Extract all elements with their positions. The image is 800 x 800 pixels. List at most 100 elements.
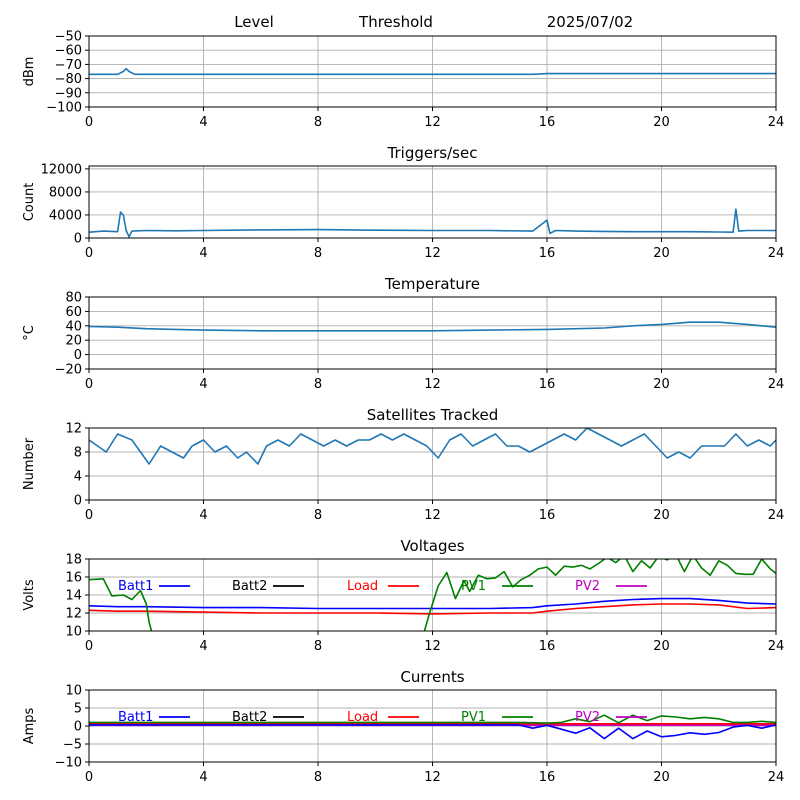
currents-xtick-label: 24 [768, 770, 785, 785]
triggers-xtick-label: 20 [653, 246, 670, 261]
date-label: 2025/07/02 [547, 13, 633, 31]
currents-series-line-3 [89, 724, 776, 740]
temperature-ytick-label: 80 [65, 291, 82, 306]
level-xtick-label: 0 [85, 115, 93, 130]
temperature-ytick-label: 60 [65, 305, 82, 320]
currents-legend-label-batt1: Batt1 [118, 710, 153, 725]
voltages-ytick-label: 16 [65, 571, 82, 586]
satellites-series-line-0 [89, 428, 776, 465]
voltages-title: Voltages [400, 537, 464, 555]
voltages-xtick-label: 8 [314, 639, 322, 654]
triggers-ytick-label: 12000 [41, 162, 82, 177]
voltages-xtick-label: 24 [768, 639, 785, 654]
voltages-xtick-label: 16 [539, 639, 556, 654]
satellites-ytick-label: 0 [74, 494, 82, 509]
temperature-xtick-label: 8 [314, 377, 322, 392]
currents-xtick-label: 20 [653, 770, 670, 785]
currents-xtick-label: 16 [539, 770, 556, 785]
voltages-legend-label-pv1: PV1 [461, 579, 486, 594]
triggers-xtick-label: 24 [768, 246, 785, 261]
currents-xtick-label: 4 [199, 770, 207, 785]
temperature-xtick-label: 20 [653, 377, 670, 392]
voltages-xtick-label: 20 [653, 639, 670, 654]
triggers-title: Triggers/sec [387, 144, 478, 162]
satellites-xtick-label: 0 [85, 508, 93, 523]
level-ytick-label: −90 [55, 86, 82, 101]
temperature-ytick-label: 20 [65, 334, 82, 349]
panel-satellites: 0 4 8 12 16 20 24 0 4 8 12 Number Satellites Tracked [22, 406, 784, 523]
triggers-xtick-label: 16 [539, 246, 556, 261]
level-xtick-label: 8 [314, 115, 322, 130]
triggers-xtick-label: 12 [424, 246, 441, 261]
panel-level: 0 4 8 12 16 20 24 −100−90−80−70−60−50 dBm [22, 30, 784, 131]
level-xtick-label: 20 [653, 115, 670, 130]
level-ytick-label: −100 [46, 101, 82, 116]
level-ytick-label: −60 [55, 44, 82, 59]
currents-ytick-label: 10 [65, 684, 82, 699]
voltages-xtick-label: 4 [199, 639, 207, 654]
currents-ytick-label: −10 [55, 756, 82, 771]
currents-xtick-label: 0 [85, 770, 93, 785]
voltages-ytick-label: 10 [65, 625, 82, 640]
voltages-legend-label-batt1: Batt1 [118, 579, 153, 594]
level-ytick-label: −70 [55, 58, 82, 73]
voltages-series-line-1 [89, 603, 776, 615]
temperature-xtick-label: 12 [424, 377, 441, 392]
voltages-legend-label-pv2: PV2 [575, 579, 600, 594]
voltages-series-line-2 [89, 577, 153, 631]
panel-voltages: 0 4 8 12 16 20 24 10 12 14 16 18 Volts Voltages Batt1 B… [22, 537, 784, 654]
currents-ytick-label: 5 [74, 702, 82, 717]
satellites-ylabel: Number [22, 437, 37, 490]
temperature-xtick-label: 0 [85, 377, 93, 392]
currents-legend-label-pv2: PV2 [575, 710, 600, 725]
triggers-ylabel: Count [22, 183, 37, 222]
currents-ylabel: Amps [22, 707, 37, 744]
satellites-xtick-label: 16 [539, 508, 556, 523]
panel-triggers: 0 4 8 12 16 20 24 0 4000 8000 12000 Count Triggers/s… [22, 144, 784, 261]
satellites-title: Satellites Tracked [367, 406, 498, 424]
satellites-xtick-label: 20 [653, 508, 670, 523]
voltages-legend-label-load: Load [347, 579, 378, 594]
level-ylabel: dBm [22, 57, 37, 87]
level-series-line-0 [89, 67, 776, 76]
triggers-ytick-label: 4000 [49, 208, 82, 223]
triggers-xtick-label: 0 [85, 246, 93, 261]
level-xtick-label: 4 [199, 115, 207, 130]
temperature-title: Temperature [384, 275, 480, 293]
satellites-xtick-label: 24 [768, 508, 785, 523]
satellites-xtick-label: 12 [424, 508, 441, 523]
triggers-series-line-0 [89, 208, 776, 238]
level-ytick-label: −50 [55, 30, 82, 45]
currents-xtick-label: 8 [314, 770, 322, 785]
panel-currents: 0 4 8 12 16 20 24 −10 −5 0 5 10 Amps Currents Batt1 Bat… [22, 668, 784, 785]
currents-legend-label-batt2: Batt2 [232, 710, 267, 725]
voltages-ytick-label: 14 [65, 589, 82, 604]
threshold-label: Threshold [358, 13, 433, 31]
temperature-ytick-label: 0 [74, 348, 82, 363]
currents-title: Currents [400, 668, 464, 686]
voltages-xtick-label: 0 [85, 639, 93, 654]
temperature-xtick-label: 4 [199, 377, 207, 392]
triggers-xtick-label: 4 [199, 246, 207, 261]
satellites-ytick-label: 12 [65, 422, 82, 437]
voltages-ylabel: Volts [22, 579, 37, 611]
level-label: Level [234, 13, 274, 31]
triggers-ytick-label: 8000 [49, 185, 82, 200]
voltages-series-line-3 [423, 559, 776, 631]
temperature-xtick-label: 16 [539, 377, 556, 392]
voltages-ytick-label: 18 [65, 553, 82, 568]
triggers-ytick-label: 0 [74, 232, 82, 247]
level-xtick-label: 12 [424, 115, 441, 130]
temperature-ytick-label: 40 [65, 319, 82, 334]
currents-xtick-label: 12 [424, 770, 441, 785]
level-xtick-label: 16 [539, 115, 556, 130]
currents-legend-label-load: Load [347, 710, 378, 725]
currents-ytick-label: −5 [63, 738, 82, 753]
satellites-ytick-label: 8 [74, 446, 82, 461]
voltages-xtick-label: 12 [424, 639, 441, 654]
temperature-ytick-label: −20 [55, 363, 82, 378]
satellites-xtick-label: 8 [314, 508, 322, 523]
